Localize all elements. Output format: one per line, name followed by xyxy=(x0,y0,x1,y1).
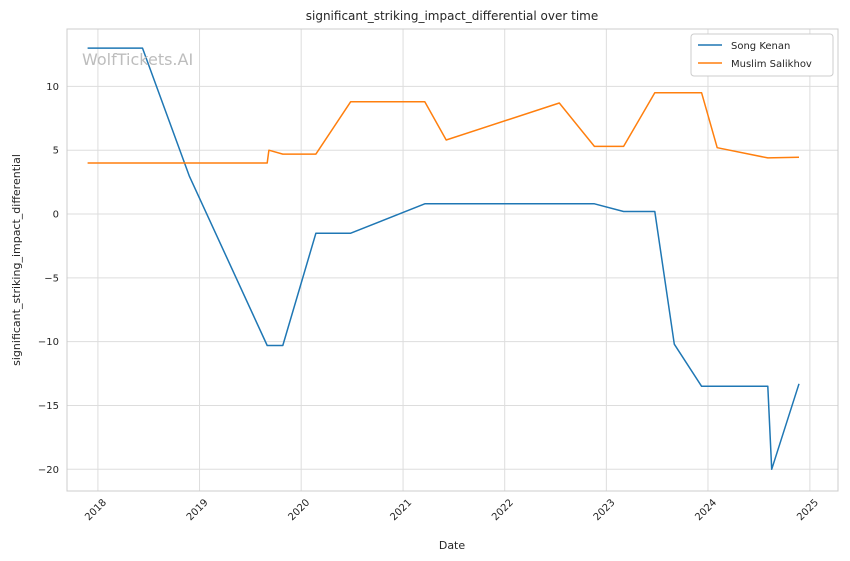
plot-frame xyxy=(66,28,839,492)
y-tick-label: −5 xyxy=(44,273,59,284)
y-tick-label: −20 xyxy=(38,465,59,476)
y-tick-labels: 10 5 0 −5 −10 −15 −20 xyxy=(38,82,59,476)
series-line-muslim-salikhov xyxy=(87,92,800,164)
y-tick-label: −10 xyxy=(38,337,59,348)
y-tick-label: 0 xyxy=(53,210,59,221)
y-axis-label: significant_striking_impact_differential xyxy=(10,154,23,366)
x-tick-label: 2018 xyxy=(83,497,109,523)
x-tick-labels: 2018 2019 2020 2021 2022 2023 2024 2025 xyxy=(83,497,821,523)
x-tick-label: 2023 xyxy=(592,497,618,523)
series-line-song-kenan xyxy=(87,47,800,471)
x-tick-label: 2021 xyxy=(388,497,414,523)
x-axis-label: Date xyxy=(439,539,466,552)
grid-lines xyxy=(67,29,838,491)
legend-box xyxy=(690,33,834,77)
x-tick-label: 2024 xyxy=(693,497,719,523)
legend-label-song-kenan: Song Kenan xyxy=(731,41,790,52)
watermark: WolfTickets.AI xyxy=(82,50,193,69)
chart-title: significant_striking_impact_differential… xyxy=(306,9,598,23)
series-layer xyxy=(87,47,800,471)
x-tick-label: 2025 xyxy=(795,497,821,523)
y-tick-label: 5 xyxy=(53,146,59,157)
x-tick-label: 2022 xyxy=(490,497,516,523)
plot-background xyxy=(67,29,838,491)
x-tick-label: 2019 xyxy=(185,497,211,523)
legend-label-muslim-salikhov: Muslim Salikhov xyxy=(731,59,812,70)
x-tick-label: 2020 xyxy=(287,497,313,523)
legend: Song Kenan Muslim Salikhov xyxy=(690,33,834,77)
y-tick-label: −15 xyxy=(38,401,59,412)
y-tick-label: 10 xyxy=(46,82,59,93)
